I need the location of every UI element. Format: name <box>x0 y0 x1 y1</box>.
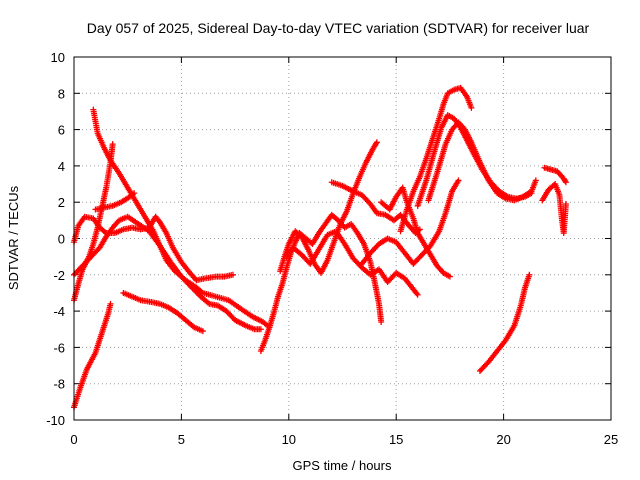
x-tick-label: 15 <box>389 432 403 447</box>
series-arc2 <box>90 106 271 329</box>
data-point <box>562 178 569 185</box>
series-arc14 <box>397 84 475 235</box>
data-point <box>257 326 264 333</box>
data-point <box>562 201 569 208</box>
data-marks <box>71 84 569 411</box>
series-arc18 <box>541 164 569 186</box>
chart-title: Day 057 of 2025, Sidereal Day-to-day VTE… <box>87 20 590 36</box>
series-arc16 <box>425 119 539 204</box>
y-tick-label: -10 <box>46 413 65 428</box>
data-point <box>131 190 138 197</box>
data-point <box>378 318 385 325</box>
series-arc9 <box>283 228 421 298</box>
data-point <box>107 300 114 307</box>
y-tick-label: -6 <box>53 340 65 355</box>
series-arc17 <box>476 271 533 374</box>
y-tick-label: 2 <box>58 195 65 210</box>
data-point <box>373 139 380 146</box>
y-tick-label: 8 <box>58 86 65 101</box>
data-point <box>455 177 462 184</box>
x-tick-label: 25 <box>604 432 618 447</box>
x-tick-label: 0 <box>70 432 77 447</box>
data-point <box>199 328 206 335</box>
series-arc19 <box>539 181 569 237</box>
x-tick-label: 20 <box>496 432 510 447</box>
series-arc6 <box>92 190 138 213</box>
x-tick-label: 5 <box>178 432 185 447</box>
data-point <box>532 177 539 184</box>
y-tick-label: -2 <box>53 268 65 283</box>
y-tick-label: 0 <box>58 232 65 247</box>
tick-labels: 0 5 10 15 20 25 -10 -8 -6 -4 -2 0 2 4 6 8 10 <box>46 50 618 447</box>
y-axis-label: SDTVAR / TECUs <box>6 185 21 290</box>
x-axis-label: GPS time / hours <box>293 458 392 473</box>
y-tick-label: 6 <box>58 123 65 138</box>
plot-frame <box>73 56 612 421</box>
series-arc8 <box>257 211 385 355</box>
data-point <box>562 179 569 186</box>
x-tick-label: 10 <box>282 432 296 447</box>
series-arc7 <box>120 289 206 335</box>
data-point <box>468 104 475 111</box>
data-point <box>109 141 116 148</box>
data-point <box>229 271 236 278</box>
series-arc13 <box>358 177 462 267</box>
y-tick-label: 4 <box>58 159 65 174</box>
data-point <box>526 271 533 278</box>
y-tick-label: -8 <box>53 377 65 392</box>
data-point <box>414 291 421 298</box>
series-arc10 <box>277 139 380 276</box>
data-point <box>101 228 108 235</box>
y-tick-label: 10 <box>51 50 65 65</box>
y-tick-label: -4 <box>53 304 65 319</box>
series-arc1 <box>71 300 114 411</box>
data-point <box>446 273 453 280</box>
